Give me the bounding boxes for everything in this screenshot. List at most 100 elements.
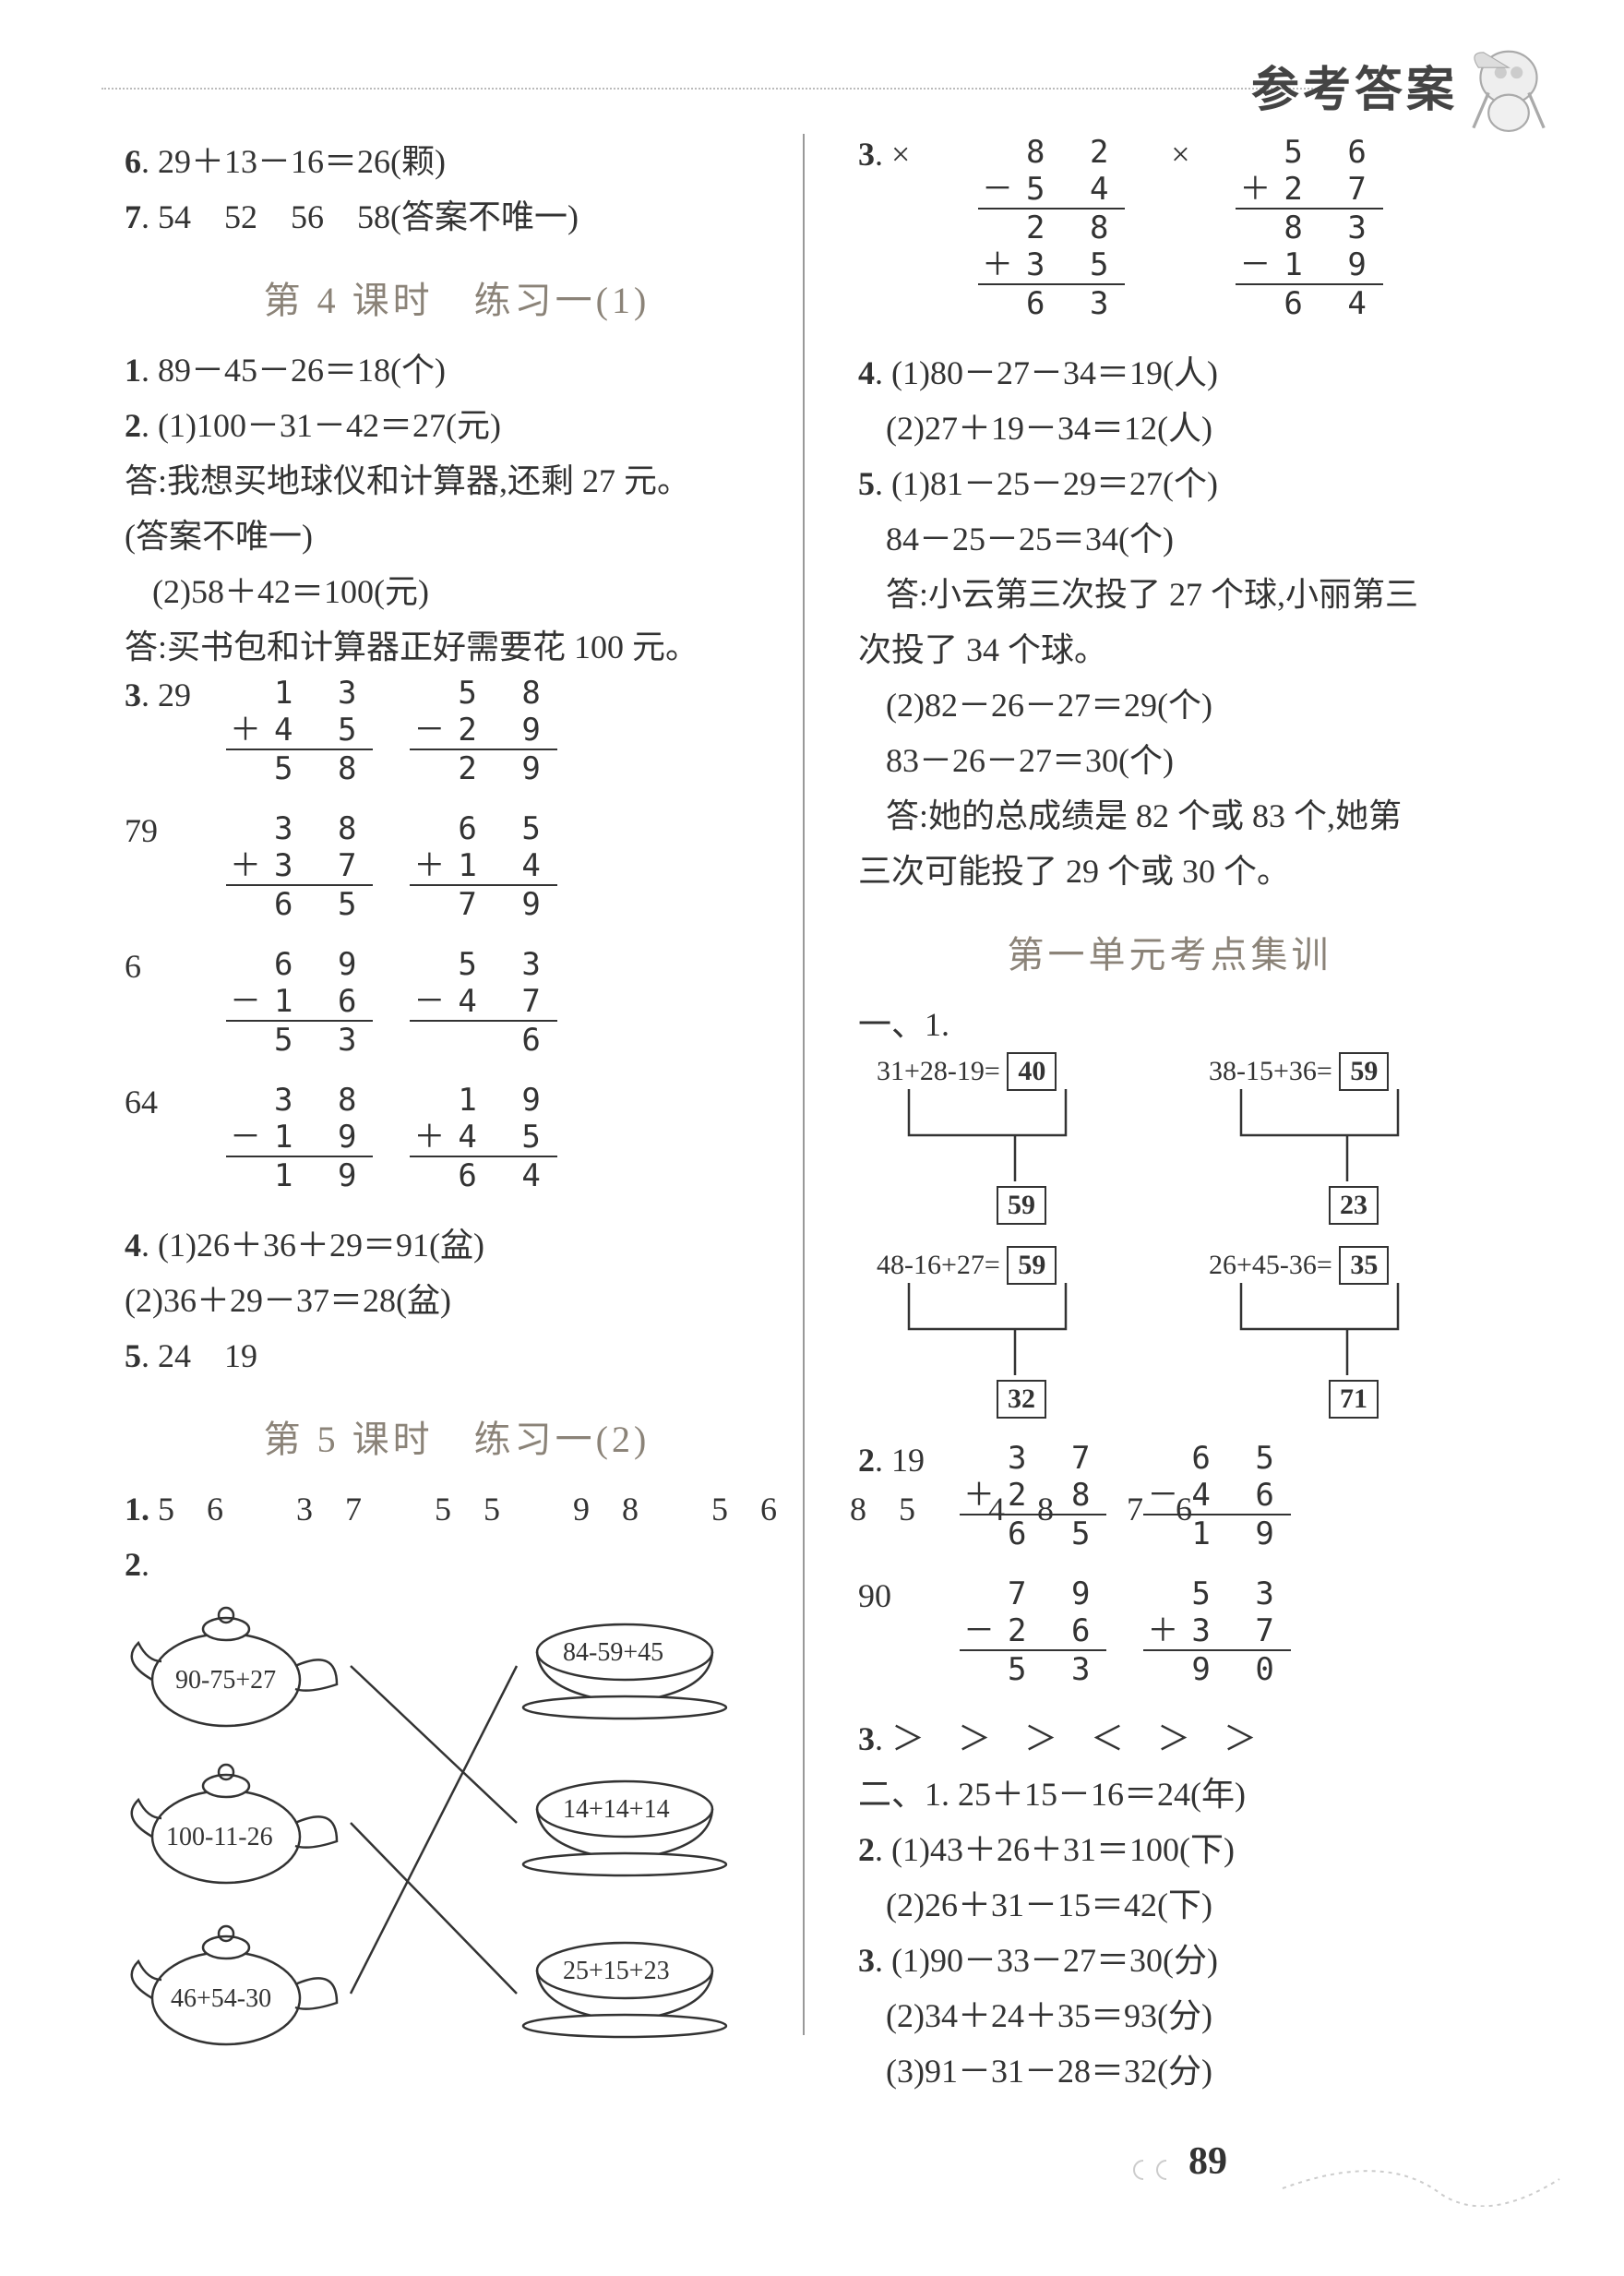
text-line: 2. <box>125 1537 789 1592</box>
branch-eq: 48-16+27= <box>877 1250 1000 1280</box>
text-line: 1. 89－45－26＝18(个) <box>125 342 789 398</box>
text-line: (2)82－26－27＝29(个) <box>858 677 1481 733</box>
calc-op: －2 9 <box>410 712 556 750</box>
text-line: 答:我想买地球仪和计算器,还剩 27 元。 <box>125 453 789 509</box>
teapot-label: 46+54-30 <box>171 1984 271 2014</box>
calc-res: 5 3 <box>960 1651 1106 1688</box>
calc-lead: 64 <box>125 1082 208 1123</box>
teapot-label: 100-11-26 <box>166 1823 273 1852</box>
branch-eq: 31+28-19= <box>877 1056 1000 1086</box>
calc-res: 5 8 <box>226 750 373 787</box>
teapot-label: 90-75+27 <box>175 1666 276 1695</box>
bowl-icon <box>517 1772 734 1883</box>
text-line: 一、1. <box>858 997 1481 1052</box>
calc-res: 8 3 <box>1236 210 1382 246</box>
text-line: 2. (1)100－31－42＝27(元) <box>125 398 789 453</box>
text-line: (2)26＋31－15＝42(下) <box>858 1877 1481 1933</box>
section-title: 第 5 课时 练习一(2) <box>125 1384 789 1481</box>
section-title: 第一单元考点集训 <box>858 899 1481 997</box>
calc-num: 3 8 <box>226 1082 373 1119</box>
branch-box: 59 <box>1007 1246 1057 1285</box>
text-line: (3)91－31－28＝32(分) <box>858 2043 1481 2099</box>
calc-row: 2. 19 3 7＋2 86 5 6 5－4 61 9 <box>858 1440 1481 1575</box>
calc-res: 6 4 <box>410 1157 556 1194</box>
text-line: 2. (1)43＋26＋31＝100(下) <box>858 1822 1481 1877</box>
text-line: 答:小云第三次投了 27 个球,小丽第三 <box>858 567 1481 622</box>
text-line: 三次可能投了 29 个或 30 个。 <box>858 844 1481 899</box>
mascot-icon <box>1458 32 1559 143</box>
text-line: 答:她的总成绩是 82 个或 83 个,她第 <box>858 788 1481 844</box>
branch-eq: 26+45-36= <box>1209 1250 1332 1280</box>
text-line: (答案不唯一) <box>125 509 789 564</box>
calc-lead: 79 <box>125 810 208 852</box>
calc-num: 5 6 <box>1236 134 1382 171</box>
text-line: 83－26－27＝30(个) <box>858 733 1481 788</box>
calc-num: 5 3 <box>410 946 556 983</box>
text-line: 二、1. 25＋15－16＝24(年) <box>858 1767 1481 1822</box>
calc-res: 5 3 <box>226 1022 373 1059</box>
text-line: 5. (1)81－25－29＝27(个) <box>858 456 1481 511</box>
text-line: (2)27＋19－34＝12(人) <box>858 401 1481 456</box>
calc-num: 1 3 <box>226 675 373 712</box>
branch: 31+28-19= 40 59 <box>872 1052 1149 1228</box>
text-line: 5. 24 19 <box>125 1328 789 1384</box>
left-column: 66. 29＋13－16＝26(颗). 29＋13－16＝26(颗) 7. 54… <box>125 134 817 2099</box>
text-line: 7. 54 52 56 58(答案不唯一) <box>125 189 789 245</box>
section-title: 第 4 课时 练习一(1) <box>125 245 789 342</box>
calc-op: ＋3 7 <box>1143 1612 1290 1651</box>
branch-eq: 38-15+36= <box>1209 1056 1332 1086</box>
calc-op: ＋2 8 <box>960 1477 1106 1515</box>
calc-op: ＋2 7 <box>1236 171 1382 210</box>
bowl-label: 14+14+14 <box>563 1795 670 1825</box>
branch-box: 32 <box>997 1380 1046 1419</box>
calc-res: 6 3 <box>978 285 1125 322</box>
calc-row: 90 7 9－2 65 3 5 3＋3 79 0 <box>858 1575 1481 1711</box>
calc-row: 3. × 8 2 －5 4 2 8 ＋3 5 6 3 × 5 6 ＋2 7 8 … <box>858 134 1481 345</box>
text-line: (2)36＋29－37＝28(盆) <box>125 1273 789 1328</box>
page-title: 参考答案 <box>1251 51 1458 120</box>
branch-diagrams: 31+28-19= 40 59 38-15+36= 59 23 48-16+27… <box>858 1052 1504 1421</box>
calc-res: 7 9 <box>410 886 556 923</box>
content: 66. 29＋13－16＝26(颗). 29＋13－16＝26(颗) 7. 54… <box>125 134 1509 2099</box>
calc-num: 1 9 <box>410 1082 556 1119</box>
right-column: 3. × 8 2 －5 4 2 8 ＋3 5 6 3 × 5 6 ＋2 7 8 … <box>817 134 1509 2099</box>
calc-num: 5 3 <box>1143 1575 1290 1612</box>
calc-op: －1 9 <box>1236 246 1382 285</box>
branch: 38-15+36= 59 23 <box>1204 1052 1481 1228</box>
calc-op: －1 6 <box>226 983 373 1022</box>
calc-op: －4 7 <box>410 983 556 1022</box>
calc-num: 6 9 <box>226 946 373 983</box>
calc-lead: 90 <box>858 1575 941 1617</box>
calc-num: 6 5 <box>1143 1440 1290 1477</box>
calc-res: 1 9 <box>1143 1515 1290 1552</box>
calc-op: ＋3 5 <box>978 246 1125 285</box>
calc-num: 8 2 <box>978 134 1125 171</box>
branch-box: 59 <box>1339 1052 1389 1091</box>
footer: 89 <box>0 2139 1624 2184</box>
page-number: 89 <box>1188 2140 1227 2183</box>
text-line: 66. 29＋13－16＝26(颗). 29＋13－16＝26(颗) <box>125 134 789 189</box>
calc-res: 1 9 <box>226 1157 373 1194</box>
text-line: 84－25－25＝34(个) <box>858 511 1481 567</box>
text-line: (2)58＋42＝100(元) <box>125 564 789 619</box>
calc-op: ＋1 4 <box>410 847 556 886</box>
calc-op: ＋3 7 <box>226 847 373 886</box>
calc-num: 3 7 <box>960 1440 1106 1477</box>
calc-num: 6 5 <box>410 810 556 847</box>
calc-op: －5 4 <box>978 171 1125 210</box>
calc-res: 6 4 <box>1236 285 1382 322</box>
calc-res: 6 5 <box>960 1515 1106 1552</box>
bowl-label: 84-59+45 <box>563 1638 663 1668</box>
branch: 26+45-36= 35 71 <box>1204 1246 1481 1421</box>
text-line: 次投了 34 个球。 <box>858 622 1481 677</box>
calc-num: 7 9 <box>960 1575 1106 1612</box>
branch-box: 35 <box>1339 1246 1389 1285</box>
bowl-icon <box>517 1934 734 2044</box>
moon-icon <box>1129 2156 1185 2184</box>
calc-lead: 6 <box>125 946 208 988</box>
bowl-icon <box>517 1615 734 1726</box>
branch-box: 40 <box>1007 1052 1057 1091</box>
header-dotted-line <box>102 88 1320 90</box>
branch-box: 71 <box>1329 1380 1379 1419</box>
calc-op: －2 6 <box>960 1612 1106 1651</box>
